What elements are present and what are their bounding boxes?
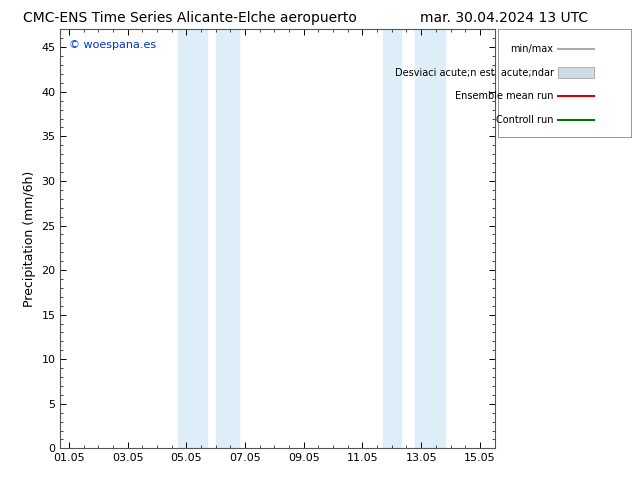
Text: CMC-ENS Time Series Alicante-Elche aeropuerto: CMC-ENS Time Series Alicante-Elche aerop…	[23, 11, 357, 25]
Text: min/max: min/max	[510, 44, 553, 54]
Y-axis label: Precipitation (mm/6h): Precipitation (mm/6h)	[23, 171, 36, 307]
Bar	[178, 29, 207, 448]
FancyBboxPatch shape	[558, 67, 593, 78]
Bar	[415, 29, 444, 448]
Text: mar. 30.04.2024 13 UTC: mar. 30.04.2024 13 UTC	[420, 11, 588, 25]
Text: Controll run: Controll run	[496, 115, 553, 125]
Text: Desviaci acute;n est  acute;ndar: Desviaci acute;n est acute;ndar	[394, 68, 553, 77]
Text: © woespana.es: © woespana.es	[69, 40, 156, 50]
Bar	[383, 29, 401, 448]
Text: Ensemble mean run: Ensemble mean run	[455, 91, 553, 101]
Bar	[216, 29, 239, 448]
